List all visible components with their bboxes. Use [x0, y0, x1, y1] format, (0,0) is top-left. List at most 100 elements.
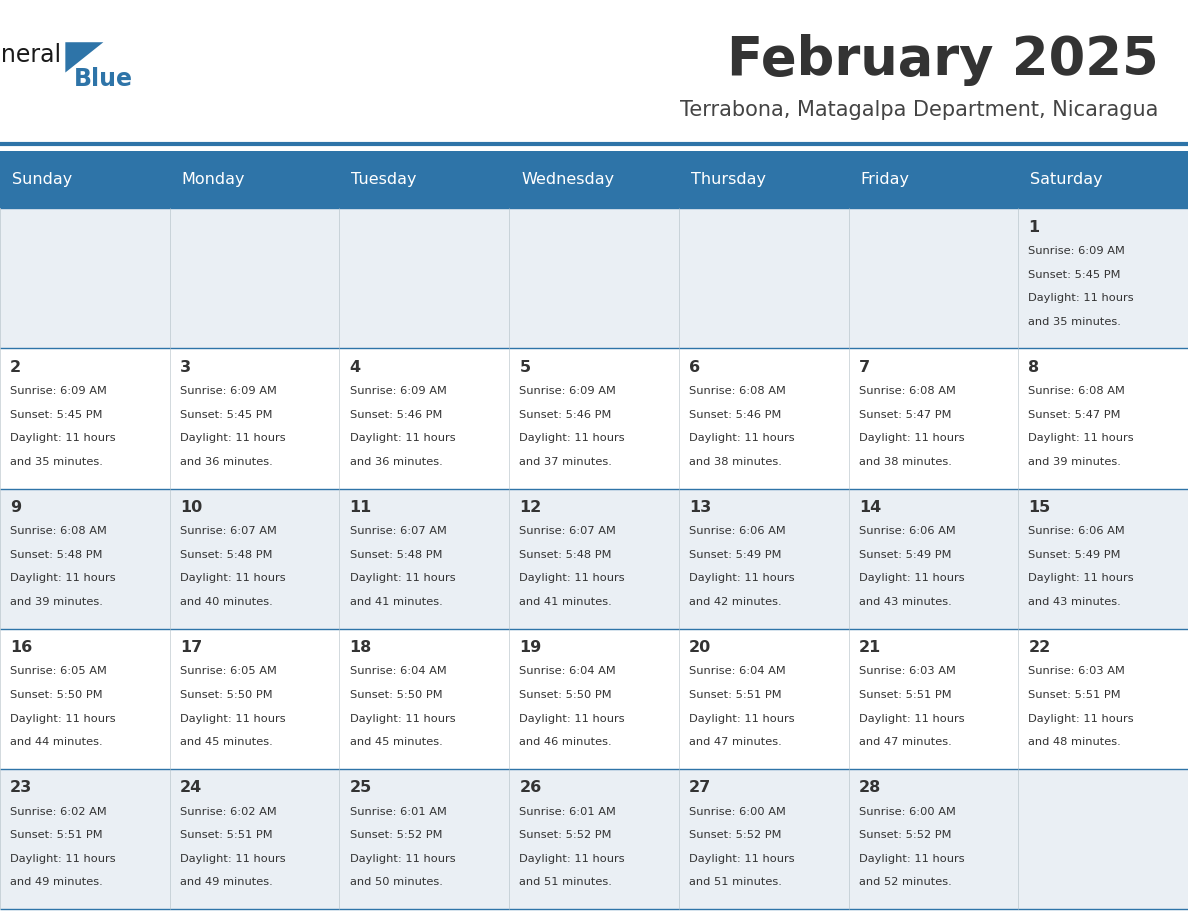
Text: Sunset: 5:47 PM: Sunset: 5:47 PM: [1029, 409, 1121, 420]
Text: Sunset: 5:47 PM: Sunset: 5:47 PM: [859, 409, 952, 420]
Bar: [170, 208, 340, 349]
Text: 24: 24: [179, 780, 202, 795]
Text: February 2025: February 2025: [727, 34, 1158, 85]
Polygon shape: [65, 42, 103, 73]
Bar: [0, 768, 170, 909]
Text: Daylight: 11 hours: Daylight: 11 hours: [179, 574, 285, 584]
Text: and 38 minutes.: and 38 minutes.: [689, 457, 782, 467]
Text: Sunrise: 6:06 AM: Sunrise: 6:06 AM: [689, 526, 785, 536]
Text: Daylight: 11 hours: Daylight: 11 hours: [11, 433, 115, 443]
Text: and 38 minutes.: and 38 minutes.: [859, 457, 952, 467]
Text: Daylight: 11 hours: Daylight: 11 hours: [1029, 574, 1135, 584]
Text: Daylight: 11 hours: Daylight: 11 hours: [519, 854, 625, 864]
Text: and 37 minutes.: and 37 minutes.: [519, 457, 612, 467]
Text: Thursday: Thursday: [690, 173, 766, 187]
Text: Sunrise: 6:02 AM: Sunrise: 6:02 AM: [11, 807, 107, 816]
Text: 20: 20: [689, 640, 712, 655]
Text: Daylight: 11 hours: Daylight: 11 hours: [1029, 433, 1135, 443]
Text: and 35 minutes.: and 35 minutes.: [11, 457, 103, 467]
Text: Daylight: 11 hours: Daylight: 11 hours: [1029, 293, 1135, 303]
Text: Sunday: Sunday: [12, 173, 72, 187]
Text: Sunset: 5:45 PM: Sunset: 5:45 PM: [1029, 270, 1121, 280]
Text: Daylight: 11 hours: Daylight: 11 hours: [689, 713, 795, 723]
Text: Sunset: 5:50 PM: Sunset: 5:50 PM: [519, 690, 612, 700]
Bar: [1018, 488, 1188, 629]
Text: Daylight: 11 hours: Daylight: 11 hours: [349, 713, 455, 723]
Text: 26: 26: [519, 780, 542, 795]
Text: Sunrise: 6:01 AM: Sunrise: 6:01 AM: [519, 807, 617, 816]
Text: 25: 25: [349, 780, 372, 795]
Text: Sunrise: 6:04 AM: Sunrise: 6:04 AM: [519, 666, 617, 677]
Text: Daylight: 11 hours: Daylight: 11 hours: [349, 433, 455, 443]
Bar: [848, 768, 1018, 909]
Text: Sunrise: 6:07 AM: Sunrise: 6:07 AM: [349, 526, 447, 536]
Text: Sunset: 5:51 PM: Sunset: 5:51 PM: [11, 830, 103, 840]
Text: and 41 minutes.: and 41 minutes.: [349, 597, 442, 607]
Text: Sunset: 5:50 PM: Sunset: 5:50 PM: [349, 690, 442, 700]
Text: Tuesday: Tuesday: [352, 173, 417, 187]
Text: Sunset: 5:50 PM: Sunset: 5:50 PM: [179, 690, 272, 700]
Text: Sunrise: 6:09 AM: Sunrise: 6:09 AM: [11, 386, 107, 397]
Bar: [510, 349, 678, 488]
Bar: [510, 488, 678, 629]
Text: Sunset: 5:52 PM: Sunset: 5:52 PM: [859, 830, 952, 840]
Text: Sunrise: 6:09 AM: Sunrise: 6:09 AM: [349, 386, 447, 397]
Text: and 44 minutes.: and 44 minutes.: [11, 737, 103, 747]
Text: and 41 minutes.: and 41 minutes.: [519, 597, 612, 607]
Bar: [510, 151, 678, 208]
Text: General: General: [0, 43, 62, 67]
Text: Sunset: 5:49 PM: Sunset: 5:49 PM: [1029, 550, 1121, 560]
Text: Sunset: 5:48 PM: Sunset: 5:48 PM: [179, 550, 272, 560]
Text: Sunrise: 6:08 AM: Sunrise: 6:08 AM: [859, 386, 955, 397]
Text: 10: 10: [179, 499, 202, 515]
Text: Sunset: 5:46 PM: Sunset: 5:46 PM: [519, 409, 612, 420]
Text: Monday: Monday: [182, 173, 245, 187]
Text: 12: 12: [519, 499, 542, 515]
Text: Daylight: 11 hours: Daylight: 11 hours: [859, 574, 965, 584]
Text: and 39 minutes.: and 39 minutes.: [1029, 457, 1121, 467]
Text: and 35 minutes.: and 35 minutes.: [1029, 317, 1121, 327]
Text: Sunset: 5:45 PM: Sunset: 5:45 PM: [11, 409, 102, 420]
Text: Daylight: 11 hours: Daylight: 11 hours: [349, 574, 455, 584]
Text: Sunrise: 6:03 AM: Sunrise: 6:03 AM: [859, 666, 955, 677]
Text: 23: 23: [11, 780, 32, 795]
Text: and 36 minutes.: and 36 minutes.: [179, 457, 273, 467]
Bar: [340, 488, 510, 629]
Bar: [848, 349, 1018, 488]
Text: Sunrise: 6:05 AM: Sunrise: 6:05 AM: [11, 666, 107, 677]
Text: Blue: Blue: [74, 67, 133, 91]
Text: and 50 minutes.: and 50 minutes.: [349, 878, 442, 887]
Text: 21: 21: [859, 640, 881, 655]
Text: and 49 minutes.: and 49 minutes.: [11, 878, 103, 887]
Text: Sunset: 5:45 PM: Sunset: 5:45 PM: [179, 409, 272, 420]
Text: Daylight: 11 hours: Daylight: 11 hours: [689, 433, 795, 443]
Text: Daylight: 11 hours: Daylight: 11 hours: [11, 574, 115, 584]
Text: Saturday: Saturday: [1030, 173, 1102, 187]
Text: 14: 14: [859, 499, 881, 515]
Text: 2: 2: [11, 360, 21, 375]
Text: Daylight: 11 hours: Daylight: 11 hours: [11, 713, 115, 723]
Text: Sunset: 5:50 PM: Sunset: 5:50 PM: [11, 690, 103, 700]
Text: Sunset: 5:51 PM: Sunset: 5:51 PM: [689, 690, 782, 700]
Text: Daylight: 11 hours: Daylight: 11 hours: [179, 713, 285, 723]
Text: Sunset: 5:52 PM: Sunset: 5:52 PM: [349, 830, 442, 840]
Bar: [0, 349, 170, 488]
Text: Sunset: 5:46 PM: Sunset: 5:46 PM: [349, 409, 442, 420]
Bar: [510, 629, 678, 768]
Text: Sunset: 5:51 PM: Sunset: 5:51 PM: [179, 830, 272, 840]
Bar: [848, 151, 1018, 208]
Text: Daylight: 11 hours: Daylight: 11 hours: [859, 433, 965, 443]
Text: 7: 7: [859, 360, 870, 375]
Text: 17: 17: [179, 640, 202, 655]
Text: and 47 minutes.: and 47 minutes.: [859, 737, 952, 747]
Text: Sunrise: 6:00 AM: Sunrise: 6:00 AM: [689, 807, 786, 816]
Text: Sunset: 5:48 PM: Sunset: 5:48 PM: [519, 550, 612, 560]
Bar: [340, 629, 510, 768]
Text: 9: 9: [11, 499, 21, 515]
Text: Sunrise: 6:02 AM: Sunrise: 6:02 AM: [179, 807, 277, 816]
Bar: [340, 349, 510, 488]
Bar: [1018, 629, 1188, 768]
Text: Sunrise: 6:08 AM: Sunrise: 6:08 AM: [1029, 386, 1125, 397]
Bar: [340, 768, 510, 909]
Text: Friday: Friday: [860, 173, 910, 187]
